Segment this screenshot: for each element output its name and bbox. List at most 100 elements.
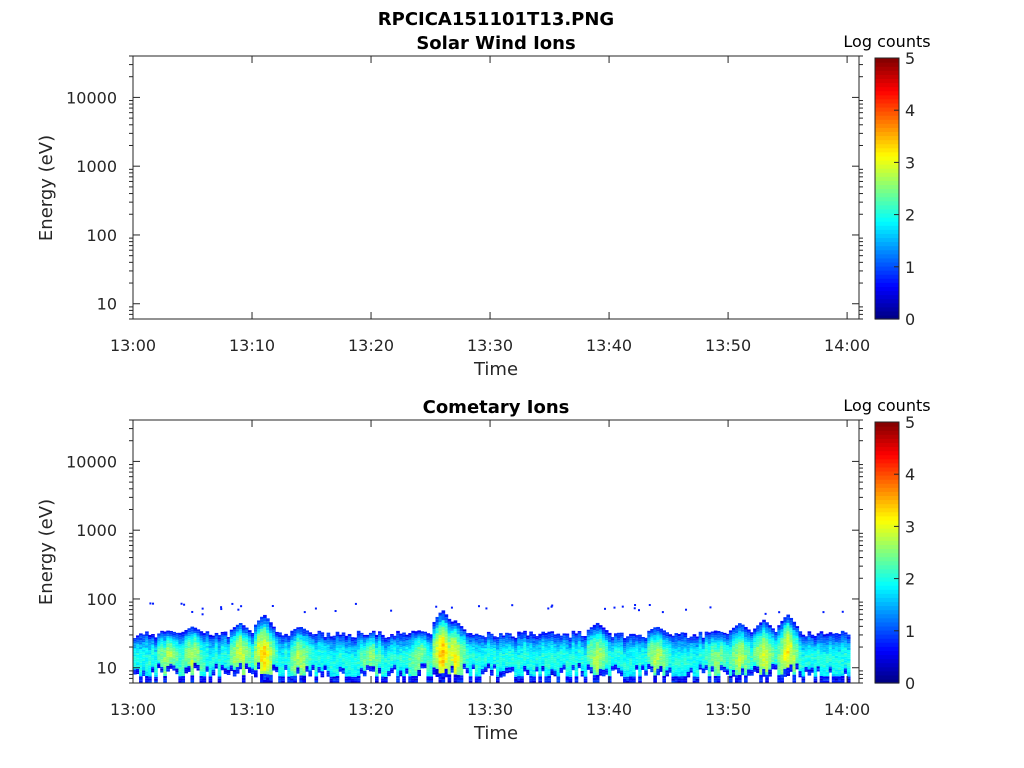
- heatmap-cell: [468, 658, 473, 661]
- heatmap-cell: [480, 647, 485, 650]
- heatmap-cell: [359, 656, 364, 659]
- heatmap-cell: [133, 656, 137, 658]
- heatmap-cell: [514, 678, 518, 681]
- heatmap-cell: [550, 639, 555, 642]
- heatmap-cell: [529, 647, 533, 651]
- heatmap-cell: [777, 633, 781, 636]
- heatmap-cell: [656, 666, 660, 669]
- heatmap-cell: [414, 668, 418, 672]
- heatmap-cell: [656, 631, 660, 634]
- heatmap-cell: [574, 671, 579, 674]
- heatmap-cell: [559, 664, 564, 667]
- heatmap-cell: [341, 634, 346, 637]
- heatmap-cell: [378, 661, 382, 664]
- heatmap-cell: [502, 642, 506, 645]
- heatmap-cell: [211, 666, 216, 669]
- heatmap-cell: [254, 634, 258, 637]
- heatmap-cell: [477, 652, 482, 655]
- heatmap-cell: [160, 664, 164, 667]
- heatmap-cell: [474, 644, 479, 648]
- heatmap-cell: [299, 629, 303, 633]
- heatmap-cell: [777, 630, 781, 634]
- heatmap-cell: [399, 639, 403, 642]
- heatmap-cell: [278, 680, 282, 683]
- heatmap-cell: [220, 656, 225, 659]
- heatmap-cell: [257, 640, 261, 643]
- heatmap-cell: [284, 638, 288, 641]
- heatmap-cell: [568, 647, 573, 651]
- heatmap-cell: [381, 634, 385, 638]
- heatmap-cell: [571, 666, 576, 669]
- heatmap-cell: [320, 650, 325, 653]
- heatmap-cell: [674, 648, 679, 652]
- heatmap-cell: [713, 666, 718, 669]
- heatmap-cell: [199, 661, 204, 665]
- heatmap-cell: [217, 661, 222, 664]
- heatmap-cell: [728, 656, 733, 660]
- heatmap-cell: [387, 654, 391, 657]
- heatmap-cell: [583, 670, 588, 673]
- heatmap-cell: [556, 676, 561, 679]
- heatmap-cell: [550, 645, 555, 648]
- heatmap-cell: [208, 647, 213, 651]
- heatmap-cell: [302, 678, 307, 681]
- heatmap-cell: [214, 665, 219, 667]
- heatmap-cell: [432, 669, 437, 673]
- heatmap-cell: [659, 668, 663, 670]
- heatmap-cell: [468, 635, 473, 638]
- heatmap-cell: [520, 639, 524, 642]
- heatmap-cell: [305, 637, 310, 640]
- heatmap-cell: [223, 639, 228, 642]
- heatmap-cell: [423, 649, 428, 652]
- heatmap-cell: [656, 653, 660, 656]
- heatmap-cell: [293, 648, 297, 652]
- heatmap-cell: [299, 655, 303, 658]
- colorbar-segment: [875, 261, 899, 267]
- heatmap-cell: [725, 639, 730, 642]
- heatmap-cell: [626, 680, 630, 683]
- heatmap-cell: [175, 655, 179, 658]
- heatmap-cell: [719, 659, 724, 662]
- heatmap-cell: [741, 654, 745, 657]
- heatmap-cell: [583, 650, 588, 654]
- heatmap-cell: [747, 635, 751, 638]
- heatmap-cell: [523, 647, 527, 650]
- heatmap-cell: [780, 620, 784, 624]
- heatmap-cell: [323, 667, 328, 669]
- heatmap-cell: [650, 646, 654, 649]
- heatmap-cell: [447, 645, 452, 649]
- heatmap-cell: [689, 639, 694, 642]
- heatmap-cell: [175, 644, 179, 647]
- heatmap-cell: [632, 656, 636, 659]
- heatmap-cell: [559, 666, 564, 668]
- heatmap-cell: [792, 646, 797, 650]
- heatmap-cell: [756, 625, 760, 628]
- heatmap-cell: [617, 643, 621, 646]
- heatmap-cell: [365, 642, 370, 645]
- heatmap-cell: [665, 640, 670, 643]
- heatmap-cell: [160, 657, 164, 660]
- heatmap-cell: [136, 659, 140, 662]
- heatmap-cell: [626, 672, 630, 675]
- heatmap-cell: [263, 664, 267, 668]
- heatmap-cell: [232, 656, 237, 659]
- heatmap-cell: [396, 673, 400, 676]
- heatmap-cell: [765, 677, 769, 681]
- heatmap-cell: [429, 660, 434, 664]
- heatmap-cell: [698, 667, 703, 670]
- heatmap-cell: [323, 650, 328, 653]
- heatmap-cell: [238, 637, 243, 640]
- heatmap-cell: [617, 642, 621, 644]
- heatmap-cell: [789, 622, 794, 626]
- heatmap-cell: [408, 651, 412, 654]
- heatmap-cell: [707, 657, 712, 661]
- heatmap-cell: [710, 658, 715, 661]
- heatmap-cell: [308, 668, 313, 671]
- heatmap-cell: [559, 660, 564, 663]
- heatmap-cell: [435, 625, 440, 628]
- heatmap-cell: [595, 661, 600, 664]
- heatmap-cell: [208, 641, 213, 644]
- heatmap-cell: [701, 649, 706, 651]
- heatmap-cell: [638, 678, 642, 681]
- heatmap-cell: [635, 636, 639, 639]
